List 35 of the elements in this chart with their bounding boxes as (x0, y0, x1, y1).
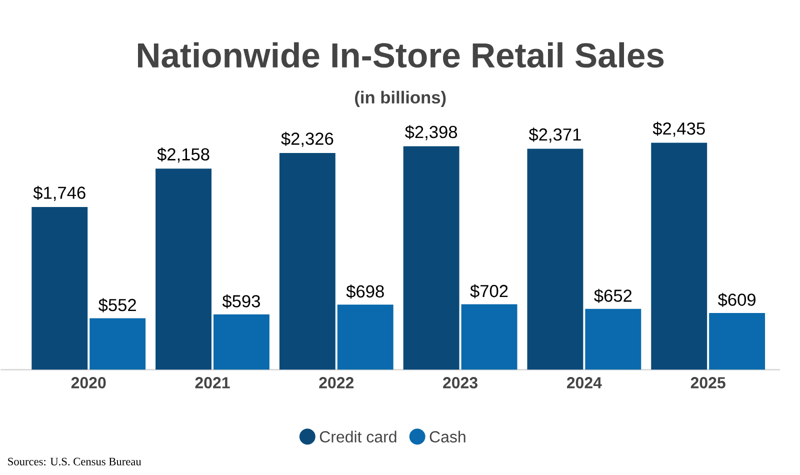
bar (461, 304, 518, 370)
bar (585, 309, 642, 370)
data-label: $593 (222, 294, 260, 309)
data-label: $2,158 (157, 148, 210, 163)
x-tick-label: 2025 (690, 377, 726, 389)
bar (279, 153, 336, 370)
x-tick-label: 2024 (566, 377, 602, 389)
data-label: $2,435 (652, 122, 705, 137)
x-tick-label: 2022 (319, 377, 354, 389)
bar (213, 314, 270, 370)
legend-label: Cash (430, 430, 466, 443)
source-note: Sources: U.S. Census Bureau (8, 458, 142, 466)
bar (90, 318, 146, 370)
bar (156, 168, 212, 370)
bar (527, 148, 584, 370)
bar (337, 304, 394, 370)
bar (403, 146, 460, 370)
data-label: $2,398 (405, 125, 458, 140)
data-label: $552 (98, 298, 136, 312)
data-label: $2,371 (528, 128, 581, 143)
data-label: $698 (346, 284, 384, 299)
data-label: $702 (470, 284, 508, 298)
data-label: $609 (718, 293, 756, 308)
legend-label: Credit card (320, 430, 396, 443)
data-label: $1,746 (33, 186, 86, 202)
bar (32, 207, 88, 370)
bar (709, 313, 766, 370)
x-tick-label: 2023 (443, 377, 478, 389)
chart-subtitle: (in billions) (355, 91, 446, 108)
x-tick-label: 2021 (195, 377, 230, 389)
data-label: $652 (594, 289, 632, 304)
x-tick-label: 2020 (71, 377, 106, 389)
data-label: $2,326 (281, 132, 334, 148)
bar (651, 143, 708, 370)
chart-title: Nationwide In-Store Retail Sales (138, 42, 664, 68)
